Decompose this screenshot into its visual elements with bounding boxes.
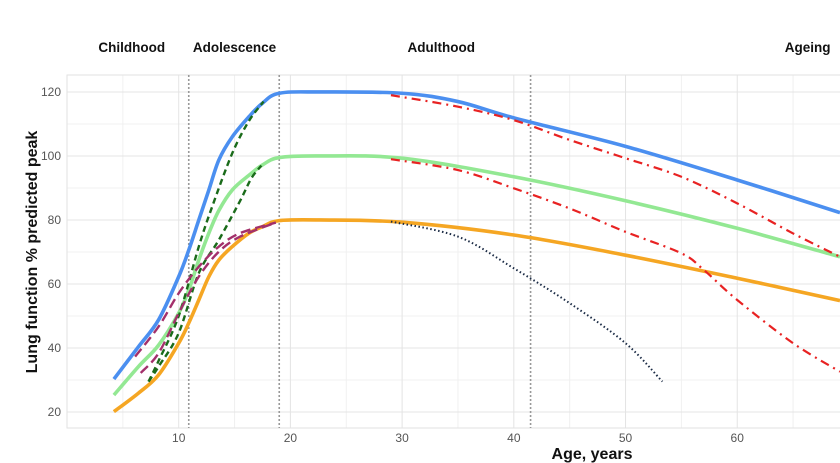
phase-label: Adolescence [193,40,277,55]
y-tick-label: 40 [48,341,62,355]
phase-label: Childhood [98,40,165,55]
y-tick-labels: 20 40 60 80 100 120 [41,85,61,419]
plot-border [66,74,840,429]
phase-label: Adulthood [407,40,474,55]
x-tick-labels: 10 20 30 40 50 60 [172,431,744,445]
y-tick-label: 20 [48,405,62,419]
x-tick-label: 60 [731,431,745,445]
series-line-dashdot [390,158,840,373]
phase-labels: Childhood Adolescence Adulthood Ageing [98,40,830,55]
x-axis-label: Age, years [552,446,633,463]
x-tick-label: 20 [284,431,298,445]
series-line-dashed [147,100,265,383]
y-tick-label: 80 [48,213,62,227]
y-tick-label: 60 [48,277,62,291]
x-tick-label: 40 [507,431,521,445]
series-line-solid [112,90,840,381]
series-line-longdash [134,221,277,358]
y-tick-label: 120 [41,85,61,99]
x-tick-label: 50 [619,431,633,445]
series-line-longdash [139,221,277,374]
grid [67,75,840,428]
series-group [112,90,840,414]
y-axis-label: Lung function % predicted peak [24,131,41,374]
phase-label: Ageing [785,40,831,55]
x-tick-label: 10 [172,431,186,445]
series-line-dotted [390,220,664,383]
y-tick-label: 100 [41,149,61,163]
x-tick-label: 30 [395,431,409,445]
